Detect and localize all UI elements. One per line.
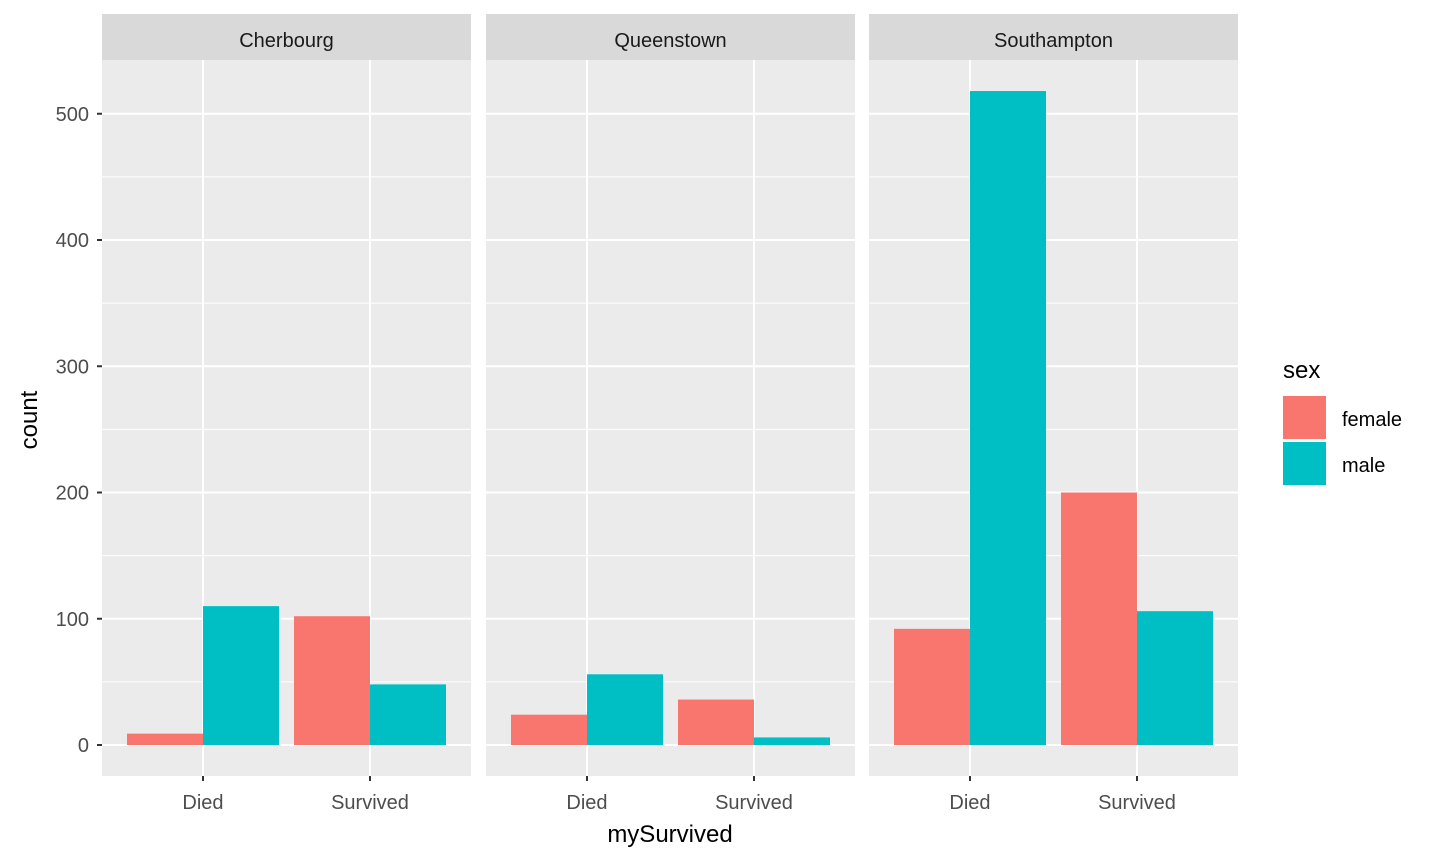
facet-strip	[869, 14, 1238, 60]
facet-strip-label: Southampton	[994, 30, 1113, 52]
y-axis-title: count	[16, 390, 43, 449]
facet-strip	[486, 14, 855, 60]
legend-label-female: female	[1342, 409, 1402, 431]
legend-key-male	[1283, 442, 1326, 485]
bar-cherbourg-survived-female	[294, 616, 370, 745]
x-tick-label: Survived	[715, 792, 793, 814]
facet-panel-southampton: Southampton	[869, 14, 1238, 776]
facet-strip-label: Queenstown	[614, 30, 726, 52]
x-tick-label: Survived	[1098, 792, 1176, 814]
y-tick-label: 200	[56, 483, 89, 505]
bar-queenstown-died-female	[511, 714, 587, 745]
bar-southampton-died-male	[970, 91, 1046, 745]
facet-strip-label: Cherbourg	[239, 30, 334, 52]
panel-background	[102, 60, 471, 776]
y-tick-label: 500	[56, 104, 89, 126]
y-axis: 0 100 200 300 400 500	[56, 104, 102, 757]
legend: sex female male	[1283, 357, 1402, 485]
x-tick-label: Survived	[331, 792, 409, 814]
bar-queenstown-survived-male	[754, 737, 830, 745]
bar-cherbourg-died-female	[127, 733, 203, 745]
legend-key-female	[1283, 396, 1326, 439]
panel-background	[486, 60, 855, 776]
bar-cherbourg-survived-male	[370, 684, 446, 745]
x-tick-label: Died	[182, 792, 223, 814]
bar-queenstown-died-male	[587, 674, 663, 745]
x-axis: Died Survived Died Survived Died Survived	[182, 776, 1176, 814]
bar-queenstown-survived-female	[678, 699, 754, 745]
y-tick-label: 400	[56, 230, 89, 252]
legend-label-male: male	[1342, 455, 1385, 477]
x-axis-title: mySurvived	[607, 821, 732, 848]
facet-strip	[102, 14, 471, 60]
bar-southampton-died-female	[894, 628, 970, 745]
x-tick-label: Died	[949, 792, 990, 814]
facet-panel-queenstown: Queenstown	[486, 14, 855, 776]
y-tick-label: 300	[56, 356, 89, 378]
facet-panel-cherbourg: Cherbourg	[102, 14, 471, 776]
legend-title: sex	[1283, 357, 1320, 384]
facet-panels: Cherbourg Queenstown Southampton	[102, 14, 1238, 776]
y-tick-label: 100	[56, 609, 89, 631]
bar-southampton-survived-male	[1137, 611, 1213, 745]
y-tick-label: 0	[78, 735, 89, 757]
bar-southampton-survived-female	[1061, 492, 1137, 745]
x-tick-label: Died	[566, 792, 607, 814]
bar-cherbourg-died-male	[203, 606, 279, 745]
